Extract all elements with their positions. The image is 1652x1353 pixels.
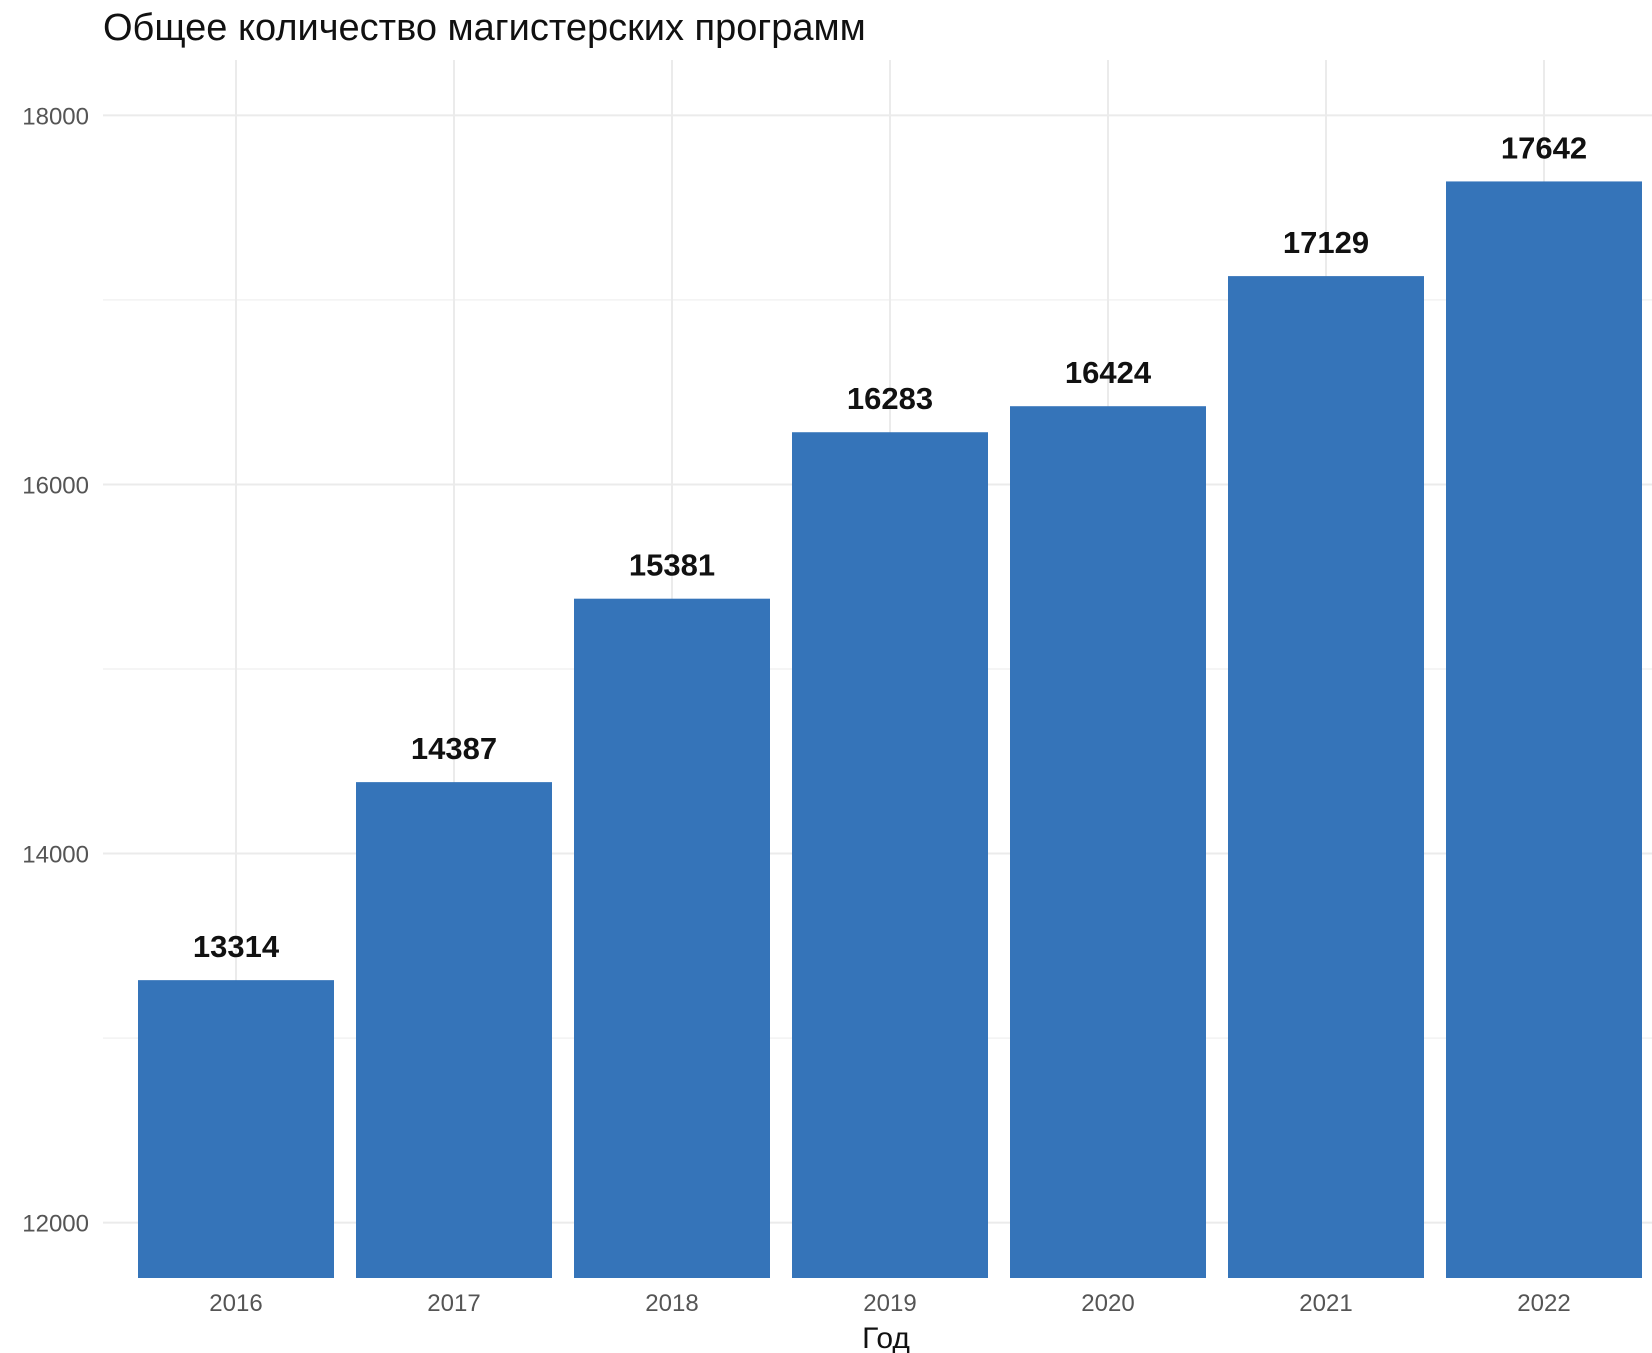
data-label-2018: 15381 bbox=[629, 548, 715, 583]
bar-2021 bbox=[1228, 276, 1424, 1278]
bar-2022 bbox=[1446, 181, 1642, 1278]
x-tick-label-2020: 2020 bbox=[1081, 1290, 1134, 1317]
x-tick-label-2017: 2017 bbox=[427, 1290, 480, 1317]
y-tick-label: 14000 bbox=[22, 842, 89, 869]
x-tick-label-2019: 2019 bbox=[863, 1290, 916, 1317]
bar-2020 bbox=[1010, 406, 1206, 1278]
x-tick-label-2018: 2018 bbox=[645, 1290, 698, 1317]
data-label-2019: 16283 bbox=[847, 381, 933, 416]
y-tick-label: 12000 bbox=[22, 1211, 89, 1238]
x-axis-label: Год bbox=[862, 1322, 910, 1353]
x-tick-label-2016: 2016 bbox=[209, 1290, 262, 1317]
bars bbox=[138, 181, 1642, 1279]
data-label-2021: 17129 bbox=[1283, 225, 1369, 260]
x-axis-ticks: 2016 2017 2018 2019 2020 2021 2022 bbox=[209, 1290, 1570, 1317]
bar-2018 bbox=[574, 598, 770, 1278]
data-labels: 13314 14387 15381 16283 16424 17129 17642 bbox=[193, 130, 1587, 964]
data-label-2020: 16424 bbox=[1065, 355, 1152, 390]
x-tick-label-2021: 2021 bbox=[1299, 1290, 1352, 1317]
data-label-2022: 17642 bbox=[1501, 130, 1587, 165]
y-tick-label: 18000 bbox=[22, 103, 89, 130]
y-axis-ticks: 12000 14000 16000 18000 bbox=[22, 103, 89, 1237]
data-label-2017: 14387 bbox=[411, 731, 497, 766]
bar-2019 bbox=[792, 432, 988, 1279]
chart-title: Общее количество магистерских программ bbox=[103, 7, 866, 49]
x-tick-label-2022: 2022 bbox=[1517, 1290, 1570, 1317]
bar-2016 bbox=[138, 980, 334, 1278]
bar-2017 bbox=[356, 782, 552, 1278]
y-tick-label: 16000 bbox=[22, 472, 89, 499]
data-label-2016: 13314 bbox=[193, 929, 280, 964]
